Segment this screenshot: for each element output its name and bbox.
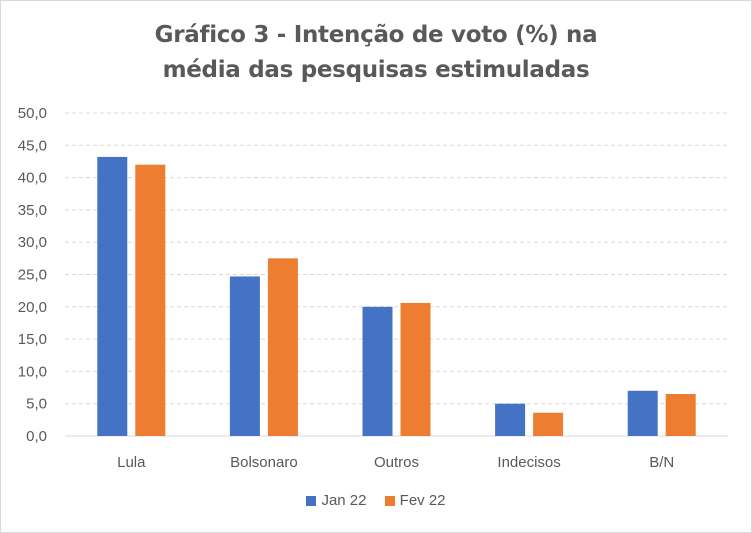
chart-title-line-2: média das pesquisas estimuladas: [162, 57, 590, 83]
legend-swatch-fev: [384, 495, 395, 506]
bar-jan: [362, 306, 393, 436]
bar-fev: [267, 258, 298, 436]
y-tick-label: 0,0: [26, 428, 47, 445]
bar-fev: [665, 394, 696, 436]
legend-label-fev: Fev 22: [399, 492, 446, 509]
legend: Jan 22 Fev 22: [0, 492, 752, 510]
legend-swatch-jan: [306, 495, 317, 506]
bar-fev: [400, 302, 431, 436]
y-tick-label: 30,0: [18, 234, 47, 251]
y-axis: 0,0 5,0 10,0 15,0 20,0 25,0 30,0 35,0 40,0 45,0 50…: [18, 105, 47, 445]
chart-title: Gráfico 3 - Intenção de voto (%) na médi…: [0, 18, 752, 88]
x-axis: Lula Bolsonaro Outros Indecisos B/N: [117, 454, 674, 471]
legend-item-jan: Jan 22: [306, 492, 367, 509]
bar-fev: [135, 164, 166, 436]
x-tick-label: Outros: [374, 454, 419, 471]
y-tick-label: 35,0: [18, 202, 47, 219]
bar-jan: [229, 276, 260, 436]
y-tick-label: 45,0: [18, 137, 47, 154]
legend-item-fev: Fev 22: [384, 492, 446, 509]
x-tick-label: Bolsonaro: [230, 454, 298, 471]
y-tick-label: 15,0: [18, 331, 47, 348]
x-tick-label: Lula: [117, 454, 146, 471]
y-tick-label: 25,0: [18, 267, 47, 284]
x-tick-label: B/N: [649, 454, 674, 471]
gridlines: [65, 112, 728, 437]
bars: [97, 156, 696, 437]
bar-jan: [97, 156, 128, 437]
y-tick-label: 10,0: [18, 363, 47, 380]
chart-title-line-1: Gráfico 3 - Intenção de voto (%) na: [154, 22, 598, 48]
bar-fev: [533, 412, 564, 436]
y-tick-label: 50,0: [18, 105, 47, 122]
y-tick-label: 20,0: [18, 299, 47, 316]
legend-label-jan: Jan 22: [321, 492, 367, 509]
x-tick-label: Indecisos: [497, 454, 560, 471]
y-tick-label: 5,0: [26, 396, 47, 413]
y-tick-label: 40,0: [18, 170, 47, 187]
bar-jan: [627, 390, 658, 436]
bar-jan: [495, 403, 526, 436]
